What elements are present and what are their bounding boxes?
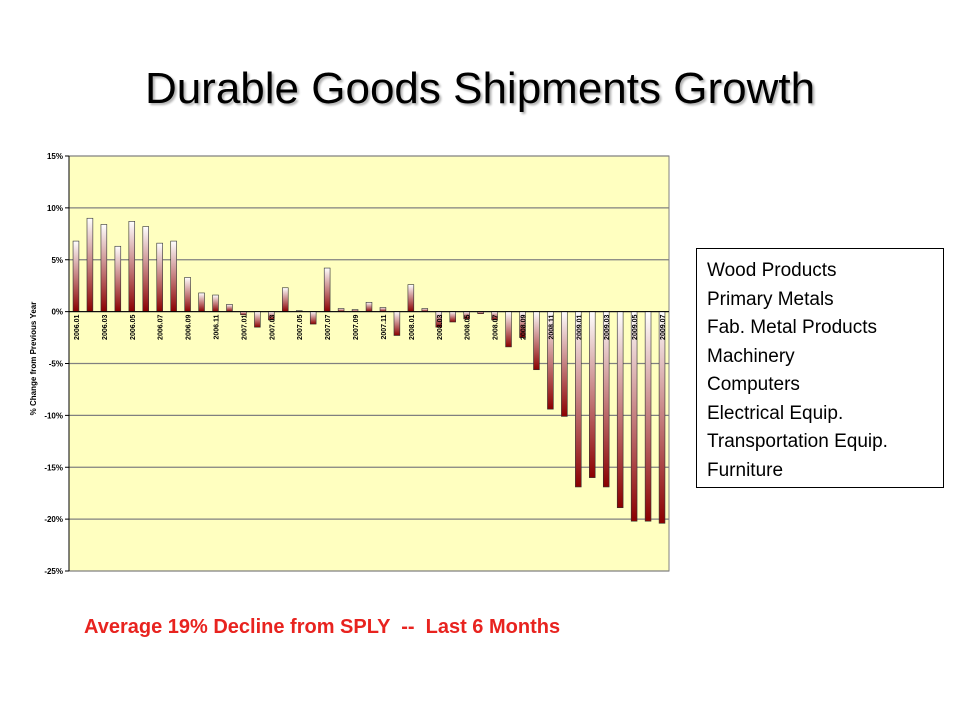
y-tick-label: 5% (51, 256, 63, 265)
x-tick-label: 2008.07 (493, 315, 500, 340)
y-tick-label: -10% (44, 411, 63, 420)
category-item: Furniture (707, 459, 784, 481)
y-tick-label: -20% (44, 515, 63, 524)
bar (379, 307, 387, 312)
x-tick-label: 2007.05 (297, 315, 304, 340)
x-tick-label: 2008.03 (437, 315, 444, 340)
x-tick-label: 2007.01 (241, 315, 248, 340)
x-tick-label: 2007.09 (353, 315, 360, 340)
bar (393, 311, 401, 336)
bar (282, 287, 289, 312)
bar (630, 311, 638, 522)
y-tick-label: -15% (44, 463, 63, 472)
y-tick-label: 10% (47, 204, 63, 213)
x-tick-label: 2006.07 (158, 315, 165, 340)
bar (505, 311, 512, 348)
category-item: Transportation Equip. (707, 431, 888, 452)
bar (170, 240, 177, 312)
y-tick-label: 15% (47, 152, 63, 161)
y-tick-label: -5% (49, 360, 63, 369)
slide-title: Durable Goods Shipments Growth (144, 64, 816, 113)
bar (226, 304, 233, 312)
bar (407, 284, 415, 312)
bar (449, 311, 456, 323)
x-tick-label: 2009.03 (604, 315, 611, 340)
x-tick-label: 2006.09 (186, 315, 193, 340)
category-item: Electrical Equip. (707, 402, 844, 424)
y-tick-label: -25% (44, 567, 63, 576)
bar (589, 311, 596, 478)
x-tick-label: 2006.11 (214, 315, 221, 340)
x-tick-label: 2007.11 (381, 315, 388, 340)
category-item: Computers (707, 374, 800, 395)
y-tick-label: 0% (51, 308, 63, 317)
x-tick-label: 2006.03 (102, 315, 109, 340)
footnote: Average 19% Decline from SPLY -- Last 6 … (84, 616, 561, 638)
bar (72, 240, 80, 312)
chart: 15% 10% 5% 0% -5% -10% -15% -20% -25% % Change fr… (29, 152, 670, 576)
bar (616, 311, 624, 509)
bar (254, 311, 261, 328)
x-tick-label: 2008.05 (465, 315, 472, 340)
y-axis-title: % Change from Previous Year (29, 302, 38, 416)
bar (86, 217, 94, 312)
bar (561, 311, 568, 417)
bar (100, 224, 108, 312)
category-list: Wood Products Primary Metals Fab. Metal … (696, 248, 944, 488)
x-tick-label: 2006.01 (74, 315, 81, 340)
x-tick-label: 2009.05 (632, 315, 639, 340)
category-item: Fab. Metal Products (707, 317, 878, 338)
bar (365, 301, 373, 312)
bar (658, 311, 666, 524)
x-tick-label: 2009.01 (576, 315, 583, 340)
bar (114, 245, 122, 312)
x-tick-label: 2008.09 (520, 315, 527, 340)
bar (644, 311, 652, 522)
bar (184, 277, 191, 312)
x-tick-label: 2006.05 (130, 315, 137, 340)
x-tick-label: 2007.03 (269, 315, 276, 340)
bar (323, 267, 331, 312)
bar (142, 226, 149, 312)
x-tick-label: 2008.11 (548, 315, 555, 340)
bar (533, 311, 540, 371)
x-tick-label: 2007.07 (325, 315, 332, 340)
category-item: Primary Metals (707, 288, 834, 310)
bar (198, 292, 205, 312)
bar (212, 294, 219, 312)
bar (156, 242, 163, 312)
category-item: Wood Products (707, 260, 837, 281)
x-tick-label: 2009.07 (660, 315, 667, 340)
bar (309, 311, 317, 325)
category-item: Machinery (707, 345, 795, 367)
x-tick-label: 2008.01 (409, 315, 416, 340)
bar (128, 221, 136, 312)
